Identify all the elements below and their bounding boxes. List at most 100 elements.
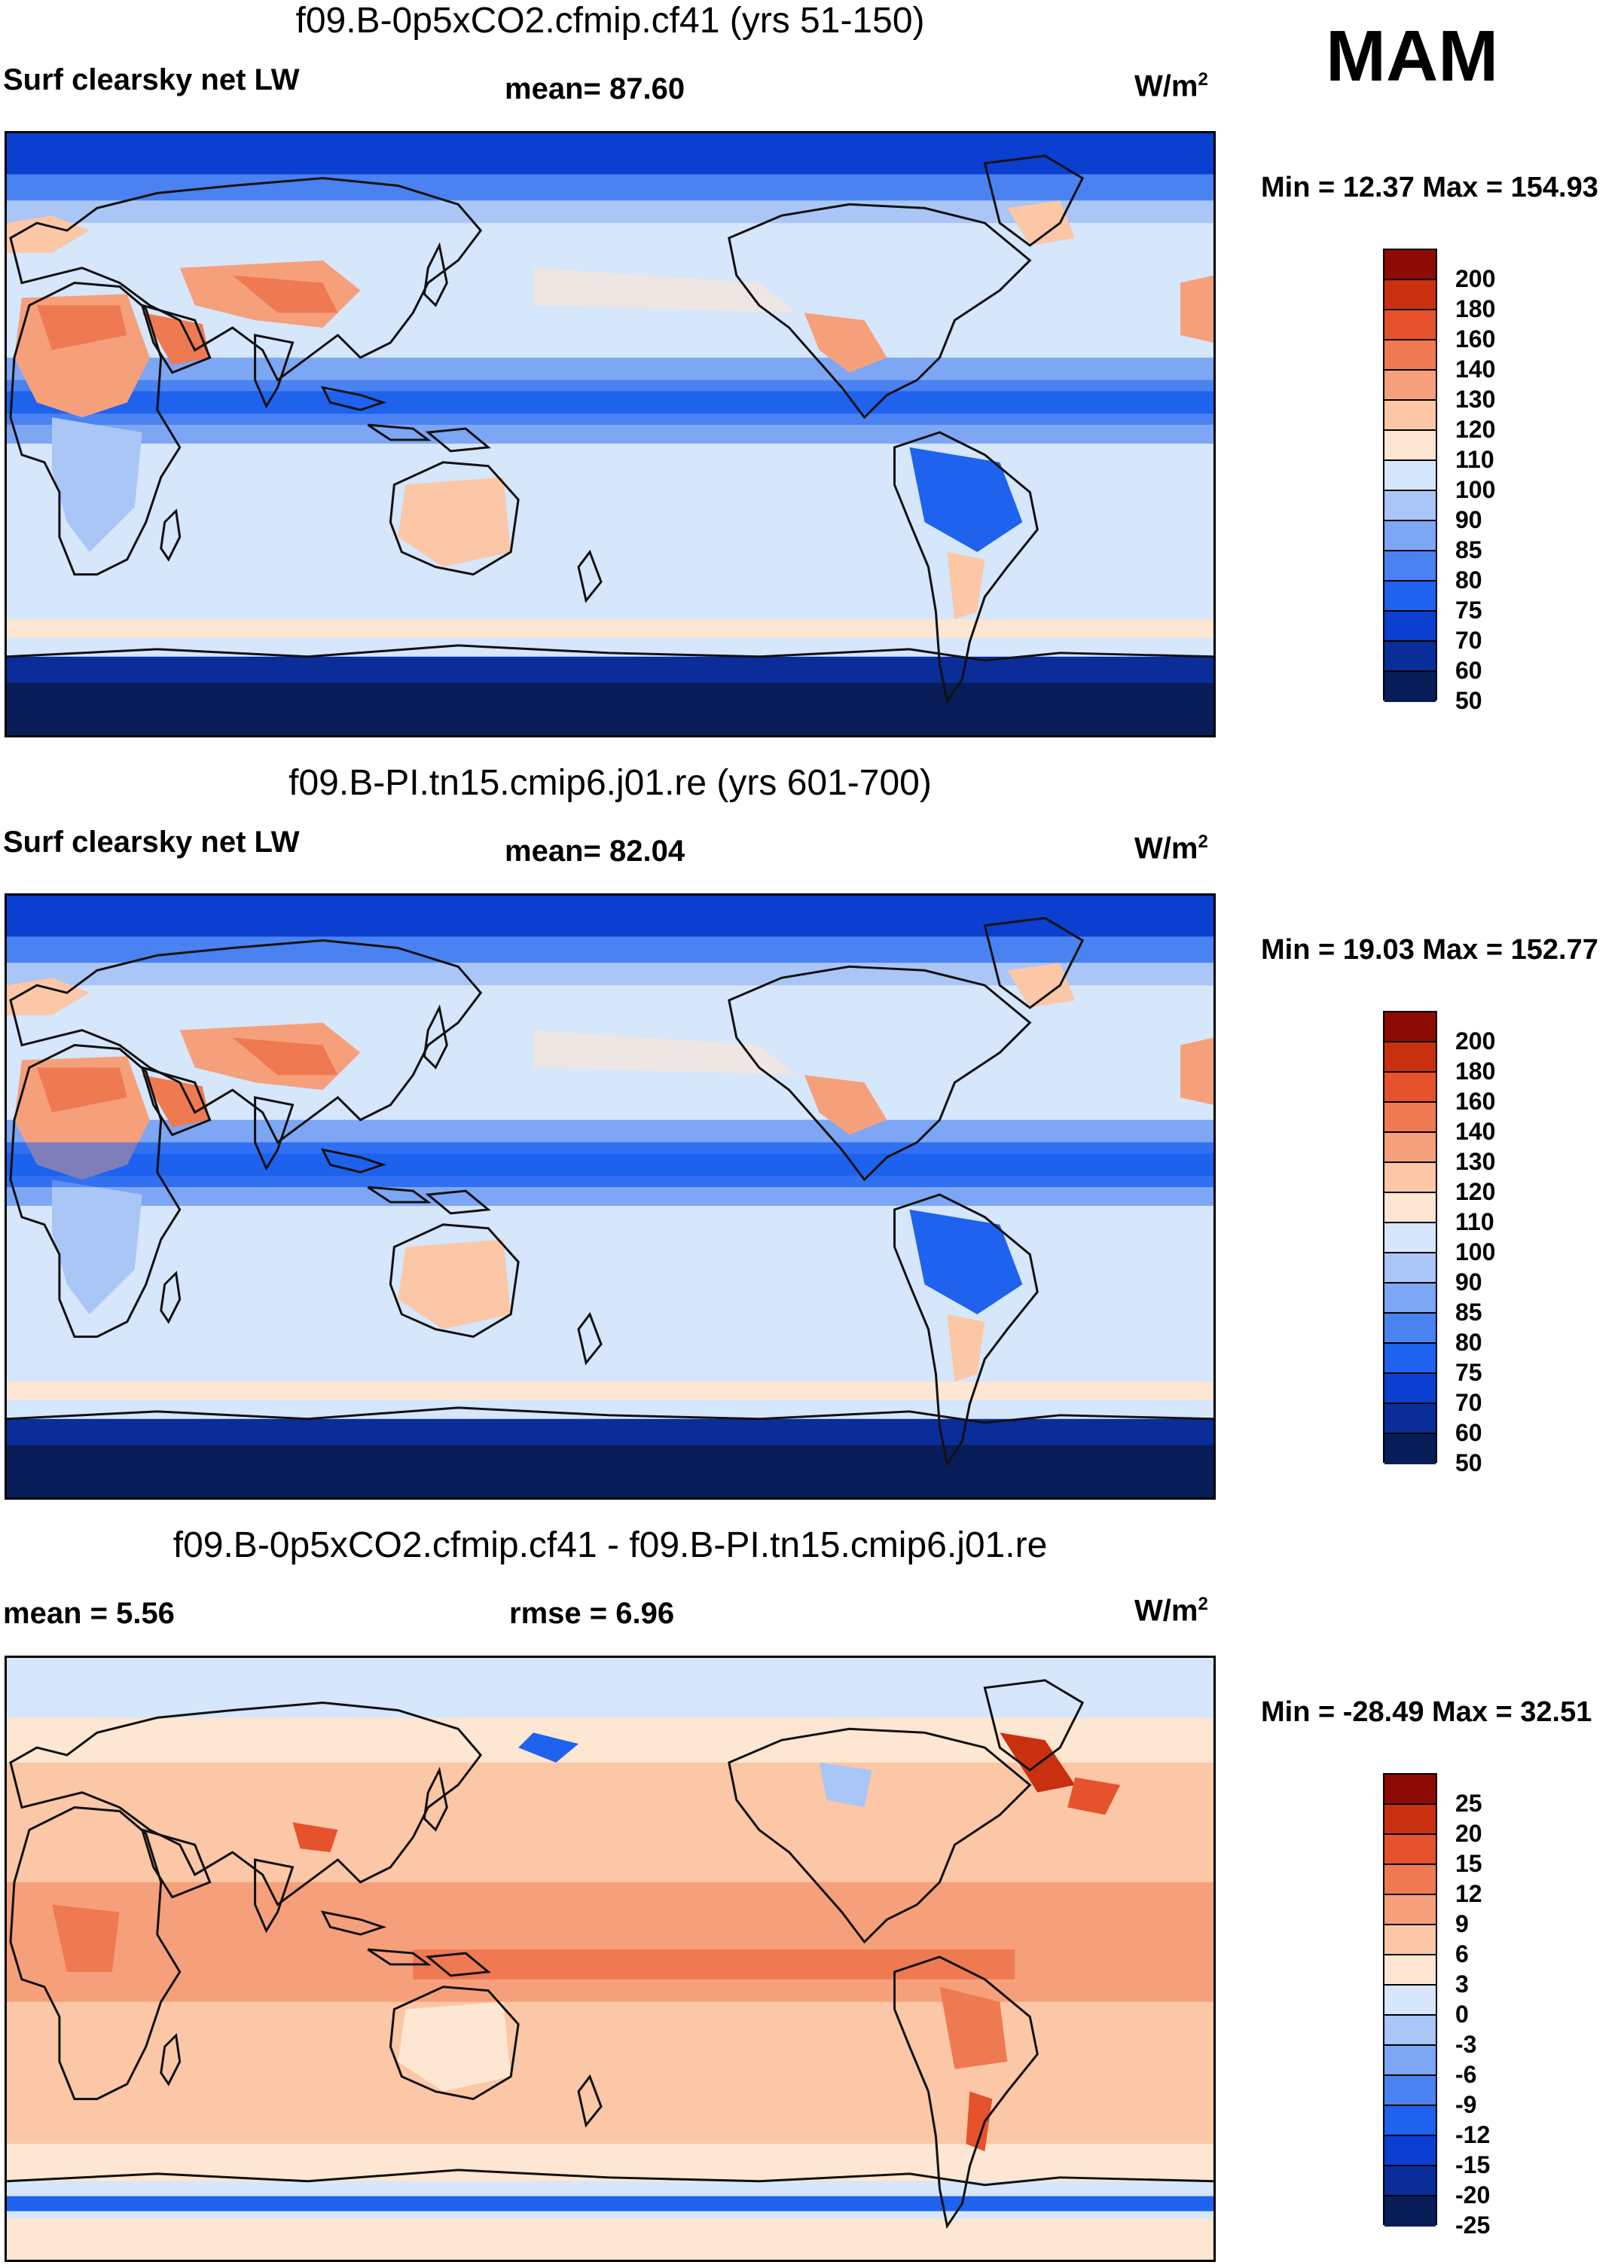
colorbar-swatch xyxy=(1384,280,1436,310)
panel3-rmse-label: rmse = 6.96 xyxy=(509,1597,675,1630)
colorbar-tick-label: 90 xyxy=(1455,506,1482,533)
colorbar-tick-label: -12 xyxy=(1455,2121,1491,2148)
colorbar-swatch xyxy=(1384,551,1436,581)
colorbar-tick-label: 130 xyxy=(1455,1148,1496,1175)
colorbar-swatch xyxy=(1384,672,1436,702)
panel3-map xyxy=(5,1656,1216,2262)
colorbar-swatch xyxy=(1384,431,1436,461)
colorbar-tick-label: 3 xyxy=(1455,1970,1469,1998)
colorbar-tick-label: 6 xyxy=(1455,1940,1469,1967)
colorbar-tick-label: 80 xyxy=(1455,566,1482,594)
colorbar-tick-label: 60 xyxy=(1455,657,1482,684)
colorbar-swatch xyxy=(1384,1314,1436,1344)
colorbar-swatch xyxy=(1384,1103,1436,1133)
colorbar-tick-label: 50 xyxy=(1455,687,1482,714)
colorbar-swatch xyxy=(1384,491,1436,521)
panel2-map xyxy=(5,893,1216,1500)
colorbar-tick-label: -15 xyxy=(1455,2151,1491,2178)
colorbar-tick-label: 60 xyxy=(1455,1419,1482,1446)
colorbar-tick-label: 50 xyxy=(1455,1449,1482,1476)
colorbar-swatch xyxy=(1384,1986,1436,2016)
colorbar-tick-label: 25 xyxy=(1455,1790,1482,1817)
colorbar-tick-label: 130 xyxy=(1455,386,1496,413)
colorbar-swatch xyxy=(1384,1253,1436,1284)
colorbar-swatch xyxy=(1384,642,1436,672)
colorbar-swatch xyxy=(1384,2166,1436,2196)
colorbar-swatch xyxy=(1384,1133,1436,1163)
colorbar-swatch xyxy=(1384,612,1436,642)
colorbar-tick-label: 75 xyxy=(1455,1359,1482,1386)
season-label: MAM xyxy=(1326,16,1499,96)
colorbar-tick-label: 100 xyxy=(1455,476,1496,503)
colorbar-tick-label: 15 xyxy=(1455,1850,1482,1877)
panel2-variable-label: Surf clearsky net LW xyxy=(3,826,300,859)
colorbar-tick-label: 110 xyxy=(1455,1208,1494,1235)
colorbar-swatch xyxy=(1384,2136,1436,2166)
colorbar-swatch xyxy=(1384,1042,1436,1073)
colorbar-swatch xyxy=(1384,1193,1436,1223)
panel1-minmax: Min = 12.37 Max = 154.93 xyxy=(1261,172,1598,203)
colorbar-swatch xyxy=(1384,521,1436,551)
panel3-minmax: Min = -28.49 Max = 32.51 xyxy=(1261,1696,1592,1728)
colorbar-swatch xyxy=(1384,1223,1436,1253)
colorbar-swatch xyxy=(1384,1344,1436,1374)
panel3-title: f09.B-0p5xCO2.cfmip.cf41 - f09.B-PI.tn15… xyxy=(172,1525,1048,1565)
colorbar-swatch xyxy=(1384,2046,1436,2076)
colorbar-swatch xyxy=(1384,2016,1436,2046)
panel2-minmax: Min = 19.03 Max = 152.77 xyxy=(1261,934,1598,966)
colorbar-swatch xyxy=(1384,1434,1436,1464)
panel3-mean-label: mean = 5.56 xyxy=(3,1597,175,1630)
panel1-units: W/m2 xyxy=(1134,69,1208,103)
colorbar-swatch xyxy=(1384,1404,1436,1434)
colorbar-swatch xyxy=(1384,1805,1436,1835)
colorbar-tick-label: -6 xyxy=(1455,2061,1477,2088)
colorbar-swatch xyxy=(1384,1775,1436,1805)
panel1-colorbar xyxy=(1383,249,1437,702)
panel2-units: W/m2 xyxy=(1134,832,1208,865)
panel2-mean-label: mean= 82.04 xyxy=(505,835,685,868)
colorbar-tick-label: -20 xyxy=(1455,2181,1491,2208)
colorbar-tick-label: 120 xyxy=(1455,416,1496,443)
colorbar-swatch xyxy=(1384,461,1436,491)
colorbar-tick-label: 100 xyxy=(1455,1238,1496,1265)
colorbar-tick-label: 80 xyxy=(1455,1329,1482,1356)
colorbar-tick-label: 70 xyxy=(1455,627,1482,654)
colorbar-swatch xyxy=(1384,1163,1436,1193)
colorbar-tick-label: 180 xyxy=(1455,1058,1496,1085)
colorbar-tick-label: -9 xyxy=(1455,2091,1477,2118)
colorbar-swatch xyxy=(1384,2076,1436,2106)
colorbar-tick-label: 200 xyxy=(1455,1027,1496,1055)
panel1-variable-label: Surf clearsky net LW xyxy=(3,63,300,96)
colorbar-tick-label: 200 xyxy=(1455,265,1496,292)
colorbar-tick-label: 140 xyxy=(1455,356,1496,383)
colorbar-swatch xyxy=(1384,310,1436,340)
panel1-title: f09.B-0p5xCO2.cfmip.cf41 (yrs 51-150) xyxy=(295,1,925,41)
panel2-title: f09.B-PI.tn15.cmip6.j01.re (yrs 601-700) xyxy=(288,763,932,803)
colorbar-swatch xyxy=(1384,2196,1436,2227)
panel2-colorbar xyxy=(1383,1011,1437,1464)
colorbar-swatch xyxy=(1384,1865,1436,1895)
colorbar-tick-label: 70 xyxy=(1455,1389,1482,1416)
colorbar-swatch xyxy=(1384,250,1436,280)
colorbar-swatch xyxy=(1384,371,1436,401)
colorbar-tick-label: 12 xyxy=(1455,1880,1482,1907)
colorbar-swatch xyxy=(1384,1955,1436,1986)
colorbar-swatch xyxy=(1384,1835,1436,1865)
colorbar-swatch xyxy=(1384,340,1436,371)
panel3-colorbar xyxy=(1383,1773,1437,2227)
colorbar-tick-label: 0 xyxy=(1455,2001,1469,2028)
colorbar-tick-label: 9 xyxy=(1455,1910,1469,1937)
panel1-map xyxy=(5,131,1216,737)
colorbar-swatch xyxy=(1384,401,1436,431)
colorbar-swatch xyxy=(1384,581,1436,612)
colorbar-tick-label: 120 xyxy=(1455,1178,1496,1205)
colorbar-tick-label: 85 xyxy=(1455,536,1482,563)
colorbar-swatch xyxy=(1384,1374,1436,1404)
colorbar-swatch xyxy=(1384,1895,1436,1925)
colorbar-tick-label: 110 xyxy=(1455,446,1494,473)
colorbar-tick-label: 75 xyxy=(1455,597,1482,624)
colorbar-tick-label: -3 xyxy=(1455,2031,1477,2058)
colorbar-tick-label: 90 xyxy=(1455,1268,1482,1296)
colorbar-swatch xyxy=(1384,2106,1436,2136)
colorbar-tick-label: 20 xyxy=(1455,1820,1482,1847)
